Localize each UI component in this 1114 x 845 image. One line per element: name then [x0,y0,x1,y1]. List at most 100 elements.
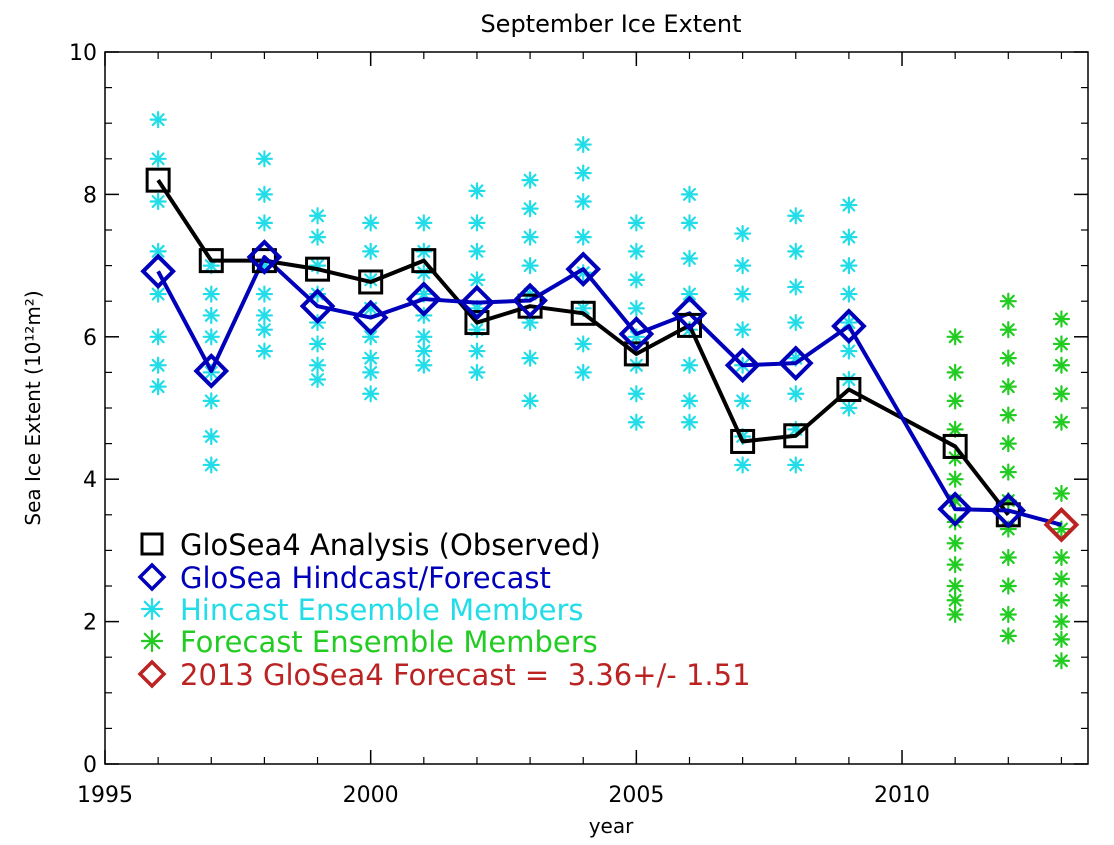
chart-title: September Ice Extent [480,10,741,38]
hindcast-member-point [787,456,805,474]
hindcast-member-point [787,278,805,296]
hindcast-member-point [680,185,699,203]
forecast-member-point [946,392,964,410]
hindcast-member-point [149,285,167,303]
forecast-member-point [1052,612,1071,631]
hindcast-member-point [521,392,539,410]
hindcast-member-point [362,385,380,403]
forecast-member-point [1052,630,1071,649]
hindcast-member-point [840,313,858,332]
hindcast-member-point [255,321,274,339]
hindcast-member-point [149,111,167,129]
hindcast-member-point [202,285,220,303]
hindcast-point [724,347,761,384]
x-axis-label: year [589,814,634,838]
observed-point [198,248,224,274]
hindcast-member-point [521,228,539,246]
legend: GloSea4 Analysis (Observed)GloSea Hindca… [137,528,751,692]
hindcast-member-point [468,242,486,260]
forecast-member-point [946,591,964,609]
hindcast-member-point [202,306,220,325]
observed-point [623,341,649,367]
hindcast-member-point [255,150,274,168]
hindcast-member-point [787,313,805,332]
legend-forecast-members-label: Forecast Ensemble Members [180,625,598,659]
forecast-member-point [1052,356,1071,374]
hindcast-member-point [521,171,539,189]
forecast-member-point [999,321,1017,339]
hindcast-member-point [308,207,327,225]
forecast-member-point [999,349,1017,367]
observed-point [145,167,171,193]
hindcast-member-point [521,313,539,332]
observed-point [942,433,968,459]
hindcast-point [565,251,602,287]
hindcast-member-point [149,150,167,168]
observed-point [676,312,702,338]
observed-point [730,428,756,454]
hindcast-member-point [574,228,592,246]
y-axis-label: Sea Ice Extent (10¹²m²) [21,290,45,525]
forecast-member-point [1052,548,1071,567]
hindcast-member-point [627,385,645,403]
x-tick-label: 1995 [77,783,133,808]
hindcast-point [937,491,973,527]
hindcast-member-point [574,363,592,381]
hindcast-member-point [521,200,539,218]
x-axis: 1995 2000 2005 2010 [77,52,1063,808]
hindcast-member-point [255,214,274,232]
forecast-member-point [999,577,1017,595]
hindcast-member-point [574,192,592,211]
hindcast-member-point [308,370,327,389]
hindcast-point [352,299,389,336]
forecast-member-point [1052,652,1071,670]
hindcast-member-point [255,306,274,325]
hindcast-member-point [680,392,699,410]
hindcast-member-point [308,228,327,246]
hindcast-member-point [680,356,699,374]
hindcast-member-point [255,342,274,360]
hindcast-member-point [680,214,699,232]
forecast-member-point [946,328,964,346]
observed-point [836,376,862,402]
y-axis: 0 2 4 6 8 10 [69,41,1088,778]
ensemble-members [149,111,1071,670]
forecast-member-point [1052,310,1071,328]
observed-point [305,256,331,282]
hindcast-member-point [468,342,486,360]
forecast-member-point [946,363,964,381]
legend-observed-label: GloSea4 Analysis (Observed) [180,528,601,562]
hindcast-member-point [202,456,220,474]
hindcast-member-point [574,335,592,353]
hindcast-member-point [202,328,220,346]
forecast-member-point [946,534,964,552]
hindcast-point [140,253,176,290]
forecast-member-point [999,378,1017,396]
hindcast-member-point [627,214,645,232]
hindcast-member-point [415,342,433,360]
y-tick-label: 0 [83,753,97,778]
observed-point [570,300,596,326]
x-tick-label: 2000 [343,783,399,808]
hindcast-member-point [149,328,167,346]
hindcast-member-point [255,185,274,203]
forecast-member-point [1052,570,1071,588]
hindcast-member-point [255,285,274,303]
hindcast-member-point [734,456,752,474]
legend-observed-swatch [140,532,164,556]
hindcast-point [671,295,708,332]
forecast-2013-point [1043,506,1080,543]
hindcast-member-point [362,349,380,367]
forecast-member-point [999,435,1017,453]
y-tick-label: 6 [83,326,97,351]
hindcast-member-point [734,285,752,303]
hindcast-member-point [840,399,858,417]
hindcast-member-point [362,242,380,260]
forecast-member-point [1052,591,1071,609]
forecast-member-point [946,470,964,488]
legend-forecast-2013-swatch [137,659,167,689]
hindcast-member-point [149,192,167,211]
forecast-member-point [946,605,964,624]
x-tick-label: 2005 [608,783,664,808]
hindcast-member-point [362,363,380,381]
